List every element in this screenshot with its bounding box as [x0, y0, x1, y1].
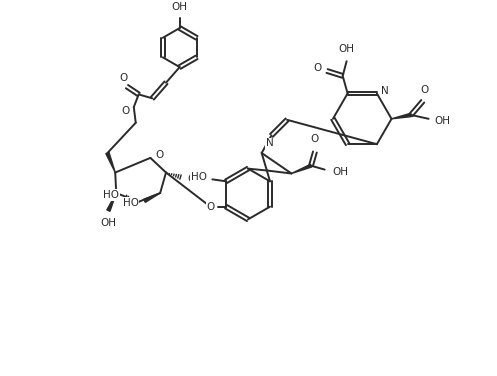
Text: O: O	[206, 202, 214, 212]
Text: OH: OH	[338, 44, 355, 55]
Text: OH: OH	[100, 218, 116, 228]
Text: OH: OH	[187, 174, 203, 184]
Polygon shape	[107, 193, 116, 211]
Text: OH: OH	[434, 116, 450, 126]
Text: O: O	[420, 85, 429, 96]
Text: OH: OH	[171, 2, 188, 12]
Text: O: O	[119, 73, 127, 83]
Text: O: O	[311, 134, 319, 144]
Polygon shape	[392, 113, 412, 119]
Text: HO: HO	[190, 173, 207, 182]
Polygon shape	[291, 164, 312, 173]
Polygon shape	[106, 152, 115, 173]
Text: O: O	[155, 150, 164, 160]
Text: N: N	[381, 85, 389, 96]
Text: N: N	[265, 138, 273, 148]
Text: HO: HO	[103, 190, 119, 200]
Text: OH: OH	[332, 167, 348, 177]
Text: HO: HO	[123, 198, 139, 208]
Text: O: O	[313, 63, 321, 73]
Text: O: O	[122, 106, 130, 116]
Polygon shape	[144, 193, 160, 202]
